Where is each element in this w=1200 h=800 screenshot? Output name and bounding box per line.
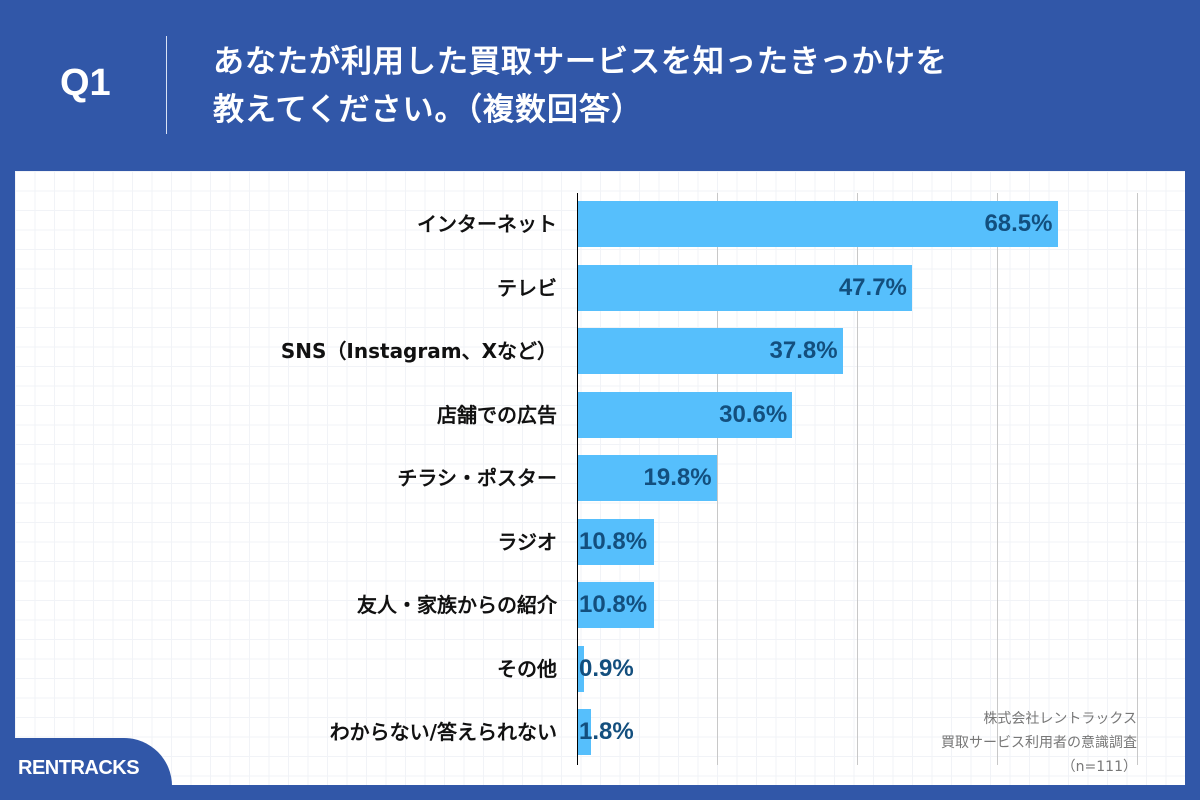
- value-label: 47.7%: [838, 274, 907, 301]
- category-label: ラジオ: [497, 530, 557, 554]
- value-label: 37.8%: [769, 337, 838, 364]
- value-label: 30.6%: [719, 401, 788, 428]
- question-number: Q1: [60, 62, 111, 104]
- category-label: SNS（Instagram、Xなど）: [280, 339, 557, 363]
- question-title: あなたが利用した買取サービスを知ったきっかけを 教えてください。（複数回答）: [213, 44, 948, 128]
- category-label: 友人・家族からの紹介: [357, 593, 557, 617]
- value-label: 68.5%: [984, 210, 1053, 237]
- gridline: [997, 193, 998, 765]
- header: Q1 あなたが利用した買取サービスを知ったきっかけを 教えてください。（複数回答…: [0, 0, 1200, 170]
- logo-tab: [0, 738, 172, 800]
- source-survey: 買取サービス利用者の意識調査: [941, 735, 1137, 751]
- category-label: わからない/答えられない: [329, 720, 557, 744]
- gridline: [857, 193, 858, 765]
- bar: [578, 582, 654, 628]
- header-divider: [166, 36, 167, 134]
- rentracks-logo: RENTRACKS: [18, 757, 140, 779]
- bar: [578, 646, 585, 692]
- category-label: チラシ・ポスター: [397, 466, 557, 490]
- value-label: 1.8%: [579, 718, 634, 745]
- bar: [578, 455, 717, 501]
- bar: [578, 519, 654, 565]
- value-label: 19.8%: [643, 464, 712, 491]
- bar: [578, 328, 843, 374]
- bar: [578, 709, 591, 755]
- bar: [578, 265, 912, 311]
- category-label: その他: [497, 657, 557, 681]
- source-sample: （n=111）: [1061, 759, 1137, 775]
- gridline: [1137, 193, 1138, 765]
- category-label: テレビ: [497, 276, 557, 300]
- source-company: 株式会社レントラックス: [983, 711, 1137, 727]
- value-label: 0.9%: [579, 655, 634, 682]
- gridline: [717, 193, 718, 765]
- bar: [578, 392, 793, 438]
- category-label: 店舗での広告: [437, 403, 557, 427]
- category-label: インターネット: [417, 212, 557, 236]
- value-label: 10.8%: [579, 528, 648, 555]
- bar: [578, 201, 1058, 247]
- y-axis-line: [577, 193, 578, 765]
- value-label: 10.8%: [579, 591, 648, 618]
- source-note: 株式会社レントラックス 買取サービス利用者の意識調査 （n=111）: [941, 707, 1137, 779]
